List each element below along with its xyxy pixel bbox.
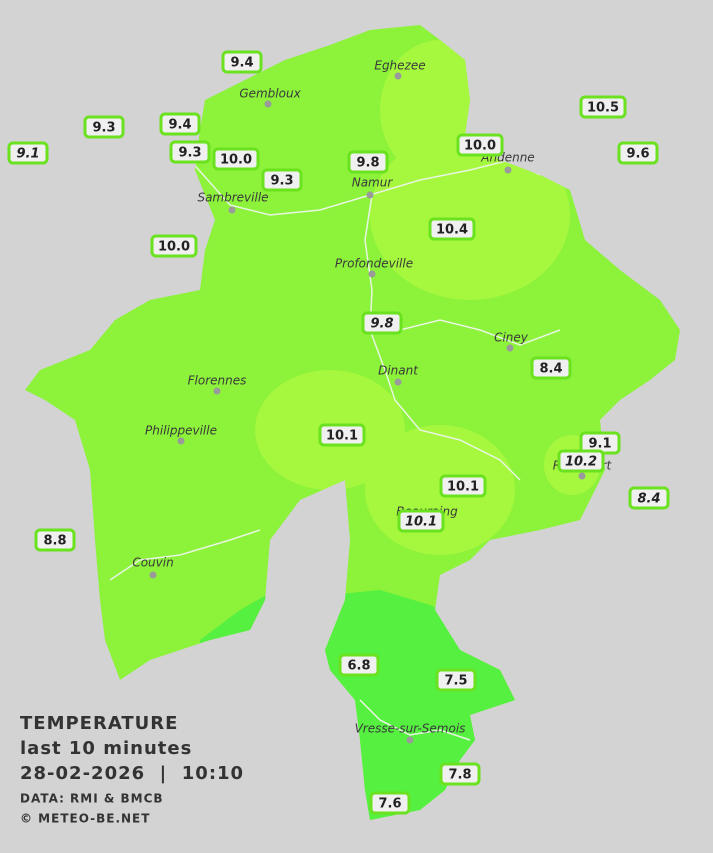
station-value: 10.1	[405, 515, 437, 530]
station-value: 9.3	[270, 174, 293, 189]
city-dot	[264, 100, 272, 108]
station-box	[34, 528, 76, 552]
city-label: Couvin	[132, 556, 173, 570]
legend-datetime: 28-02-2026 | 10:10	[20, 763, 244, 784]
station-value: 10.5	[587, 101, 619, 116]
station-value: 10.2	[565, 455, 597, 470]
station-value: 10.1	[447, 480, 479, 495]
city-dot	[394, 72, 402, 80]
city-dot	[228, 206, 236, 214]
station-box	[7, 141, 49, 165]
city-label: Gembloux	[239, 87, 301, 101]
station-value: 8.8	[43, 534, 66, 549]
city-label: Philippeville	[145, 424, 217, 438]
station-value: 10.4	[436, 223, 468, 238]
city-label: Florennes	[188, 374, 247, 388]
station-value: 7.6	[378, 797, 401, 812]
station-value: 9.8	[356, 156, 379, 171]
station-box	[617, 141, 659, 165]
city-dot	[213, 387, 221, 395]
station-box	[347, 150, 389, 174]
legend-subtitle: last 10 minutes	[20, 738, 192, 759]
station-value: 9.3	[92, 121, 115, 136]
legend-credit: DATA: RMI & BMCB	[20, 792, 164, 806]
station-box	[221, 50, 263, 74]
station-value: 7.5	[444, 674, 467, 689]
station-box	[261, 168, 303, 192]
station-box	[557, 449, 605, 473]
station-box	[338, 653, 380, 677]
city-dot	[149, 571, 157, 579]
station-box	[579, 95, 627, 119]
station-box	[530, 356, 572, 380]
station-box	[83, 115, 125, 139]
station-value: 10.0	[220, 153, 252, 168]
station-value: 9.8	[370, 317, 393, 332]
city-dot	[394, 378, 402, 386]
station-value: 10.1	[326, 429, 358, 444]
station-box	[150, 234, 198, 258]
cities: EghezeeGemblouxAndenneNamurSambrevillePr…	[132, 59, 613, 744]
station-value: 10.0	[158, 240, 190, 255]
city-dot	[368, 270, 376, 278]
station-box	[628, 486, 670, 510]
station-value: 9.1	[588, 437, 611, 452]
station-value: 9.3	[178, 146, 201, 161]
city-dot	[406, 736, 414, 744]
city-dot	[504, 166, 512, 174]
city-label: Namur	[352, 176, 394, 190]
legend-credit: © METEO-BE.NET	[20, 812, 150, 826]
city-label: Eghezee	[374, 59, 425, 73]
station-box	[439, 762, 481, 786]
station-box	[159, 112, 201, 136]
station-value: 8.4	[539, 362, 562, 377]
stations: 9.4 9.3 9.1 9.4 9.3 10.0 9.3 9.8 10.0 10.5 9.6 10.4…	[7, 50, 670, 815]
city-label: Ciney	[494, 331, 529, 345]
city-label: Dinant	[378, 364, 419, 378]
city-label: Sambreville	[197, 191, 268, 205]
station-box	[428, 217, 476, 241]
station-value: 9.1	[16, 147, 39, 162]
station-box	[397, 509, 445, 533]
station-box	[456, 133, 504, 157]
station-value: 7.8	[448, 768, 471, 783]
city-dot	[578, 472, 586, 480]
station-value: 10.0	[464, 139, 496, 154]
station-box	[318, 423, 366, 447]
station-box	[212, 147, 260, 171]
station-box	[369, 791, 411, 815]
station-value: 9.6	[626, 147, 649, 162]
city-dot	[177, 437, 185, 445]
station-value: 9.4	[230, 56, 253, 71]
city-dot	[506, 344, 514, 352]
station-value: 9.4	[168, 118, 191, 133]
legend-title: TEMPERATURE	[20, 713, 178, 734]
city-label: Vresse-sur-Semois	[355, 722, 466, 736]
station-box	[169, 140, 211, 164]
station-box	[439, 474, 487, 498]
city-dot	[366, 191, 374, 199]
station-box	[361, 311, 403, 335]
station-box	[435, 668, 477, 692]
station-value: 8.4	[637, 492, 660, 507]
station-value: 6.8	[347, 659, 370, 674]
city-label: Profondeville	[335, 257, 413, 271]
